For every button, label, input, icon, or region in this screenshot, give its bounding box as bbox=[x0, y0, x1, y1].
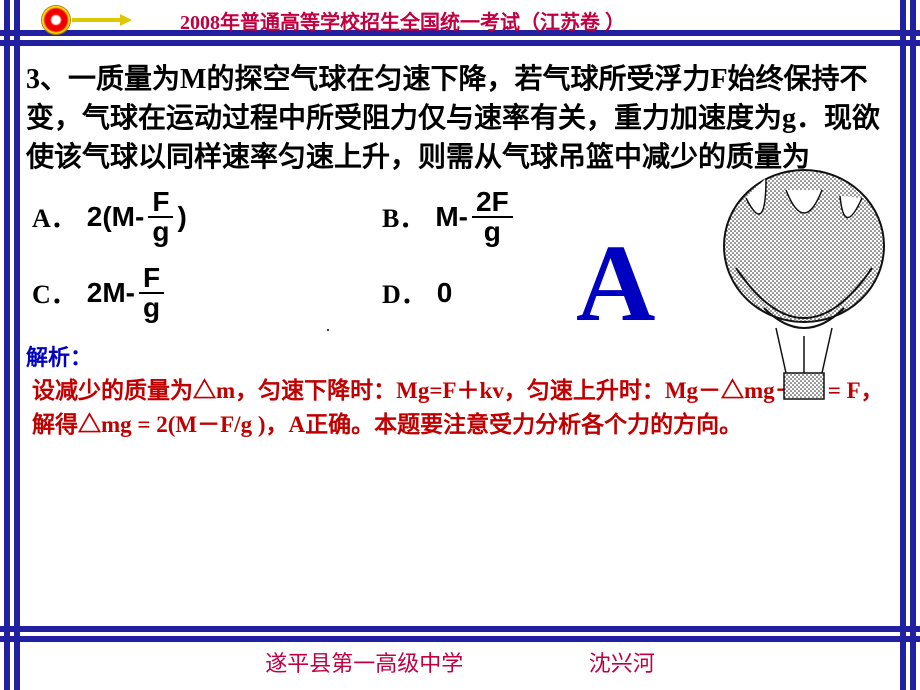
arrow-icon bbox=[72, 16, 132, 24]
frame-bottom-1 bbox=[0, 636, 920, 642]
header-title: 2008年普通高等学校招生全国统一考试（江苏卷 ） bbox=[180, 6, 625, 35]
frame-bottom-2 bbox=[0, 626, 920, 632]
option-a-frac: F g bbox=[148, 188, 173, 246]
balloon-illustration bbox=[716, 168, 891, 408]
option-c-label: C． bbox=[32, 274, 77, 311]
option-a-label: A． bbox=[32, 198, 77, 235]
option-a-prefix: 2(M- bbox=[87, 201, 145, 233]
option-b-prefix: M- bbox=[435, 201, 468, 233]
footer: 遂平县第一高级中学 沈兴河 bbox=[0, 646, 920, 678]
option-a: A． 2(M- F g ) bbox=[32, 188, 372, 246]
frame-right-2 bbox=[900, 0, 906, 690]
option-c: C． 2M- F g bbox=[32, 264, 372, 322]
option-a-suffix: ) bbox=[177, 201, 186, 233]
option-c-prefix: 2M- bbox=[87, 277, 135, 309]
option-c-frac: F g bbox=[139, 264, 164, 322]
option-b: B． M- 2F g bbox=[382, 188, 517, 246]
frame-right-1 bbox=[910, 0, 916, 690]
question-number: 3、 bbox=[26, 64, 68, 95]
footer-school: 遂平县第一高级中学 bbox=[265, 651, 463, 676]
option-d-label: D． bbox=[382, 274, 427, 311]
question-text: 3、一质量为M的探空气球在匀速下降，若气球所受浮力F始终保持不变，气球在运动过程… bbox=[26, 60, 894, 178]
option-d: D． 0 bbox=[382, 264, 452, 322]
frame-left-2 bbox=[14, 0, 20, 690]
question-body: 一质量为M的探空气球在匀速下降，若气球所受浮力F始终保持不变，气球在运动过程中所… bbox=[26, 64, 880, 173]
options-block: A． 2(M- F g ) B． M- 2F g bbox=[26, 188, 894, 322]
answer-letter: A bbox=[576, 228, 655, 338]
option-d-text: 0 bbox=[437, 277, 453, 309]
frame-top-2 bbox=[0, 40, 920, 46]
center-dot: · bbox=[325, 320, 331, 341]
content-area: 3、一质量为M的探空气球在匀速下降，若气球所受浮力F始终保持不变，气球在运动过程… bbox=[26, 60, 894, 443]
footer-author: 沈兴河 bbox=[589, 651, 655, 676]
option-b-frac: 2F g bbox=[472, 188, 513, 246]
option-b-label: B． bbox=[382, 198, 425, 235]
bullet-icon bbox=[42, 6, 70, 34]
frame-left-1 bbox=[4, 0, 10, 690]
